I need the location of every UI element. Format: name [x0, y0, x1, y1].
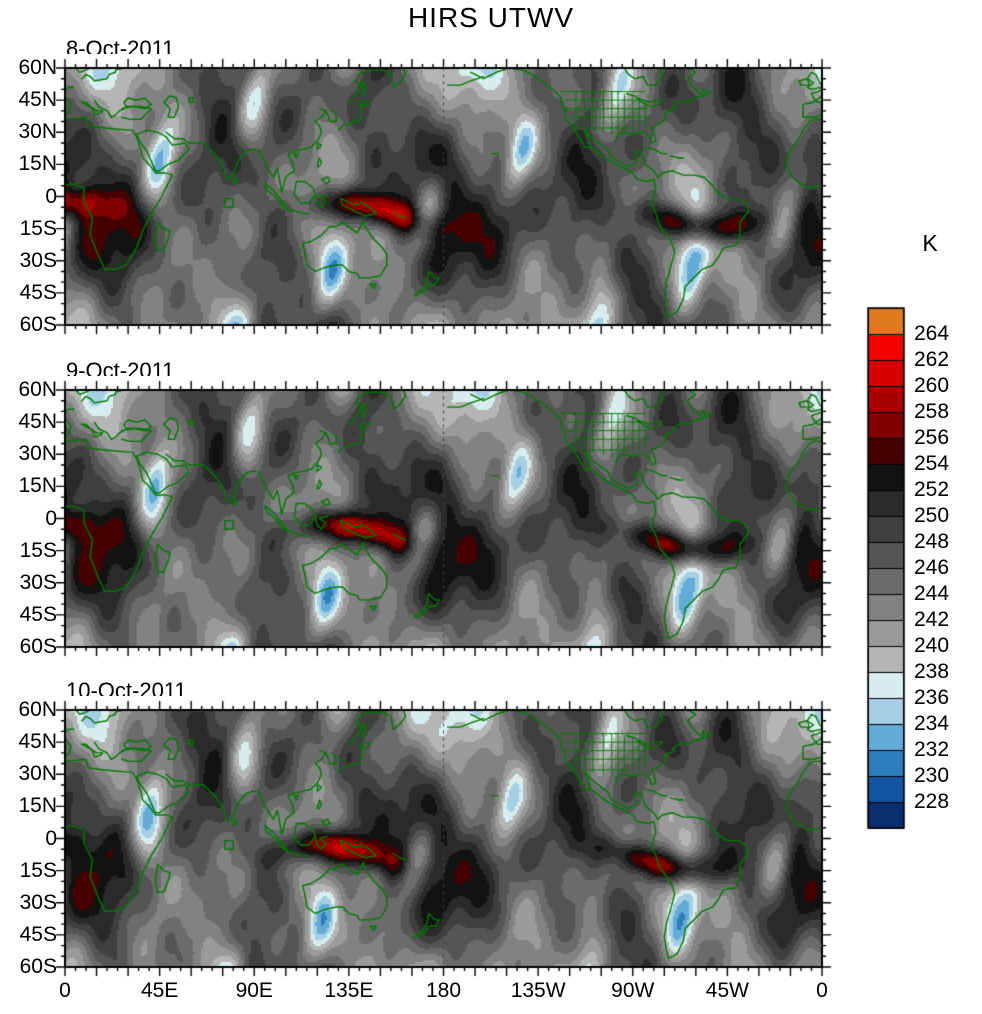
colorbar-tick-label: 246 [914, 556, 950, 579]
lat-tick-label: 45S [19, 280, 57, 304]
lat-tick-label: 60S [19, 635, 57, 658]
lat-tick-label: 60S [19, 955, 57, 978]
lat-tick-label: 30N [18, 442, 57, 466]
lat-tick-label: 30S [19, 248, 57, 272]
map-panel-3 [51, 696, 836, 981]
colorbar-tick-label: 252 [914, 478, 950, 501]
lat-tick-label: 30S [19, 890, 57, 914]
colorbar-tick-label: 238 [914, 660, 950, 683]
figure-title: HIRS UTWV [407, 2, 575, 33]
colorbar-tick-label: 254 [914, 452, 950, 475]
colorbar-tick-label: 242 [914, 608, 950, 631]
colorbar-tick-label: 248 [914, 530, 950, 553]
lon-tick-label: 0 [816, 979, 828, 1002]
lon-tick-label: 45E [140, 979, 179, 1002]
lon-tick-label: 135W [510, 979, 566, 1002]
lat-tick-label: 0 [45, 184, 57, 208]
map-panel-1 [51, 54, 836, 339]
colorbar-tick-label: 260 [914, 374, 950, 397]
colorbar-tick-label: 256 [914, 426, 950, 449]
colorbar-unit-label: K [922, 230, 938, 256]
lat-tick-label: 15S [19, 216, 57, 240]
lon-tick-label: 90E [235, 979, 273, 1002]
colorbar-tick-label: 262 [914, 348, 950, 371]
lat-tick-label: 45S [19, 602, 57, 626]
lat-tick-label: 15S [19, 538, 57, 562]
lat-tick-label: 30N [18, 762, 57, 786]
colorbar-tick-label: 264 [914, 322, 950, 345]
lat-tick-label: 60S [19, 313, 57, 336]
lon-tick-label: 45W [705, 979, 749, 1002]
lat-tick-label: 45N [18, 730, 57, 754]
lon-tick-label: 180 [425, 979, 462, 1002]
lat-tick-label: 45N [18, 410, 57, 434]
lat-tick-label: 30S [19, 570, 57, 594]
lat-tick-label: 45S [19, 922, 57, 946]
lat-tick-label: 15N [18, 794, 57, 818]
lon-tick-label: 90W [611, 979, 655, 1002]
colorbar-tick-label: 230 [914, 764, 950, 787]
lon-tick-label: 0 [59, 979, 71, 1002]
map-panel-2 [51, 376, 836, 661]
colorbar-tick-label: 244 [914, 582, 950, 605]
lat-tick-label: 15N [18, 152, 57, 176]
lat-tick-label: 60N [18, 378, 57, 401]
lat-tick-label: 0 [45, 826, 57, 850]
colorbar-tick-label: 236 [914, 686, 950, 709]
colorbar [860, 300, 922, 844]
lat-tick-label: 60N [18, 698, 57, 721]
colorbar-tick-label: 258 [914, 400, 950, 423]
colorbar-tick-label: 234 [914, 712, 950, 735]
lat-tick-label: 60N [18, 56, 57, 79]
lat-tick-label: 15N [18, 474, 57, 498]
lat-tick-label: 30N [18, 120, 57, 144]
colorbar-tick-label: 228 [914, 790, 950, 813]
lat-tick-label: 15S [19, 858, 57, 882]
lat-tick-label: 45N [18, 88, 57, 112]
colorbar-tick-label: 240 [914, 634, 950, 657]
colorbar-tick-label: 250 [914, 504, 950, 527]
lon-tick-label: 135E [324, 979, 374, 1002]
lat-tick-label: 0 [45, 506, 57, 530]
colorbar-tick-label: 232 [914, 738, 950, 761]
